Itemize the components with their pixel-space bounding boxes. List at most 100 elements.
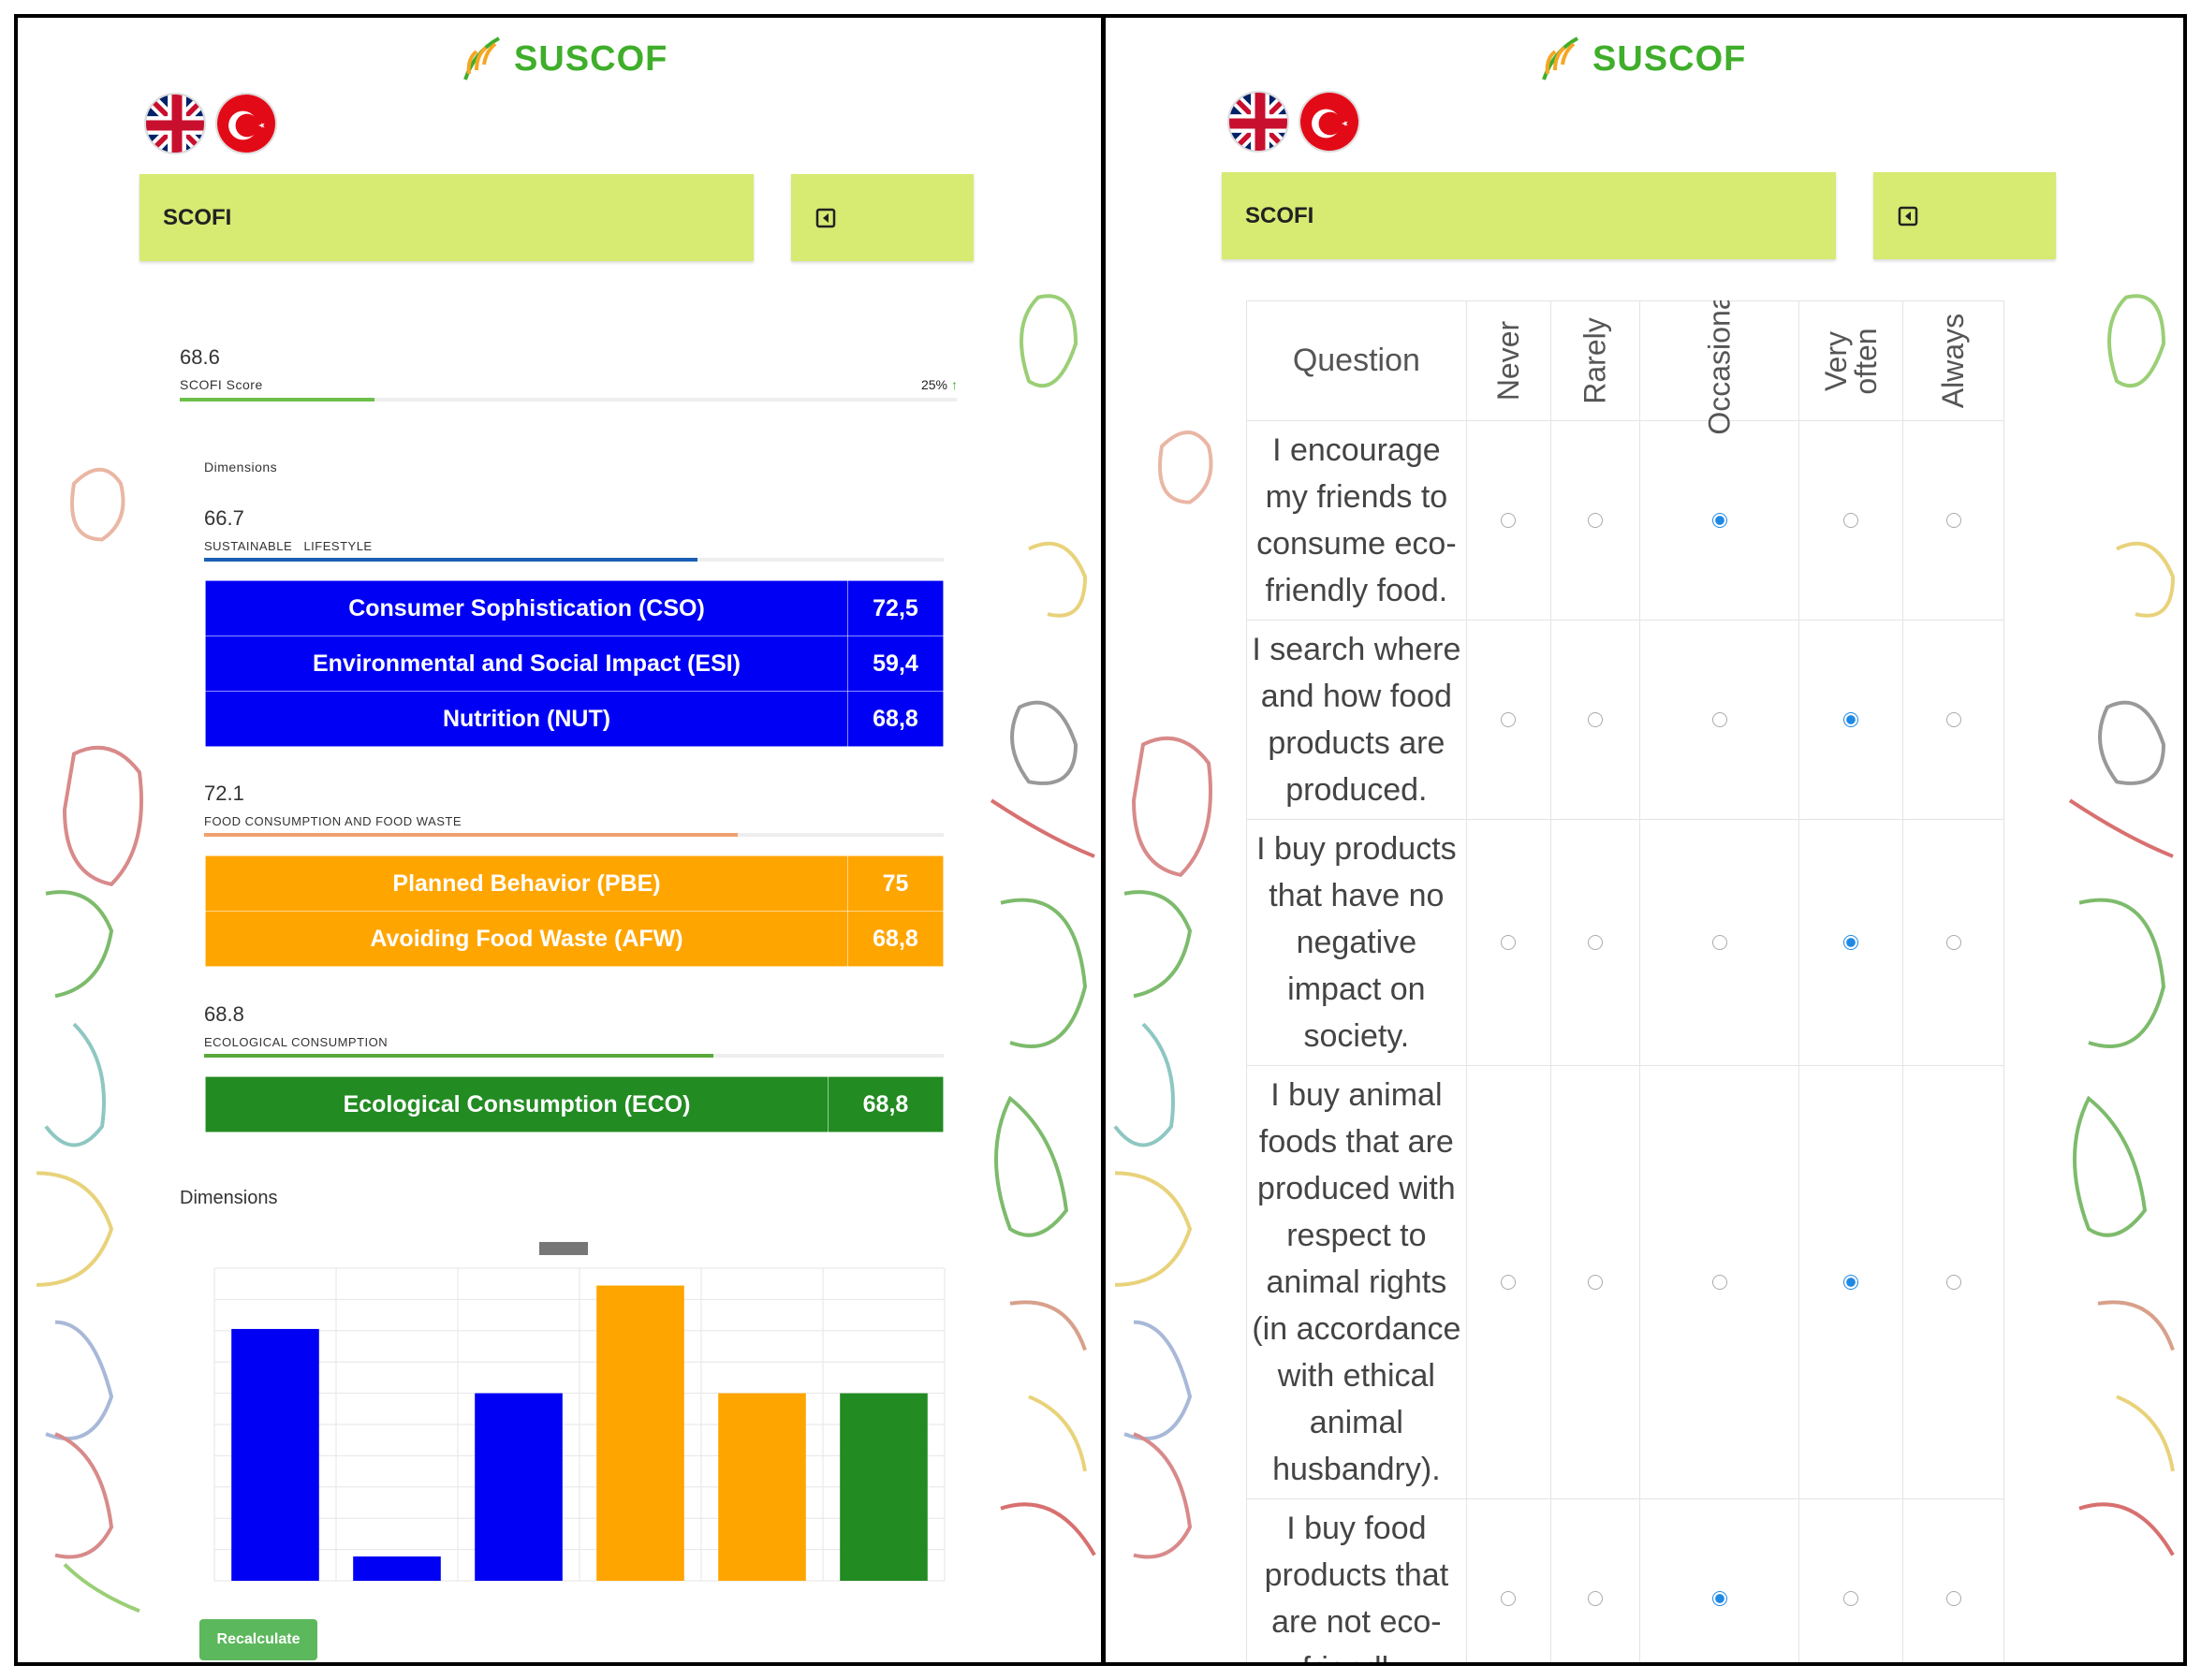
radio-occasional[interactable] bbox=[1711, 935, 1727, 950]
group-score-label: FOOD CONSUMPTION AND FOOD WASTE bbox=[204, 814, 462, 828]
radio-rarely[interactable] bbox=[1588, 1275, 1604, 1290]
vegetable-background-art bbox=[36, 294, 1096, 1614]
dimension-row: Planned Behavior (PBE) 75 bbox=[205, 855, 944, 912]
radio-never[interactable] bbox=[1501, 712, 1517, 727]
radio-rarely[interactable] bbox=[1588, 712, 1604, 727]
dimension-score: 75 bbox=[847, 855, 944, 912]
radio-never[interactable] bbox=[1501, 513, 1517, 528]
group-progress-fill bbox=[204, 558, 697, 562]
radio-very-often[interactable] bbox=[1843, 513, 1859, 528]
dimension-row: Avoiding Food Waste (AFW) 68,8 bbox=[205, 911, 944, 967]
vegetable-background-art bbox=[1113, 294, 2176, 1559]
question-row: I encourage my friends to consume eco-fr… bbox=[1246, 420, 2004, 621]
dimension-name: Environmental and Social Impact (ESI) bbox=[205, 635, 848, 692]
bar-esi bbox=[353, 1556, 441, 1581]
radio-very-often[interactable] bbox=[1843, 1275, 1859, 1290]
group-score-value: 72.1 bbox=[204, 782, 244, 805]
answer-cell bbox=[1902, 819, 2004, 1066]
scofi-title: SCOFI bbox=[1245, 202, 1314, 228]
group-progress bbox=[204, 558, 944, 562]
question-row: I buy products that have no negative imp… bbox=[1246, 819, 2004, 1066]
answer-cell bbox=[1465, 620, 1552, 820]
answer-cell bbox=[1798, 1065, 1904, 1499]
option-header-label: Always bbox=[1936, 313, 1971, 409]
radio-occasional[interactable] bbox=[1711, 1591, 1727, 1606]
radio-never[interactable] bbox=[1501, 1275, 1517, 1290]
uk-flag-icon[interactable] bbox=[144, 93, 206, 154]
radio-very-often[interactable] bbox=[1843, 1591, 1859, 1606]
bar-cso bbox=[231, 1328, 319, 1581]
radio-always[interactable] bbox=[1945, 513, 1961, 528]
dimension-score: 68,8 bbox=[828, 1076, 944, 1132]
answer-cell bbox=[1639, 420, 1800, 621]
radio-rarely[interactable] bbox=[1588, 1591, 1604, 1606]
arrow-up-icon: ↑ bbox=[951, 377, 958, 392]
suscof-logo: SUSCOF bbox=[456, 33, 668, 85]
dimension-name: Planned Behavior (PBE) bbox=[205, 855, 848, 912]
overall-progress bbox=[180, 398, 957, 402]
group-score-label: ECOLOGICAL CONSUMPTION bbox=[204, 1035, 389, 1049]
answer-cell bbox=[1465, 1498, 1552, 1662]
bar-nut bbox=[475, 1393, 563, 1581]
scores-panel: SUSCOF bbox=[18, 18, 1101, 1662]
radio-always[interactable] bbox=[1945, 1275, 1961, 1290]
answer-cell bbox=[1798, 819, 1904, 1066]
radio-occasional[interactable] bbox=[1711, 712, 1727, 727]
radio-very-often[interactable] bbox=[1843, 935, 1859, 950]
option-header-always: Always bbox=[1902, 300, 2004, 421]
language-switcher bbox=[144, 93, 277, 154]
radio-never[interactable] bbox=[1501, 935, 1517, 950]
answer-cell bbox=[1550, 1065, 1641, 1499]
group-progress-fill bbox=[204, 833, 738, 837]
answer-cell bbox=[1639, 1065, 1800, 1499]
questionnaire-panel: SUSCOF bbox=[1106, 18, 2187, 1662]
radio-always[interactable] bbox=[1945, 712, 1961, 727]
answer-cell bbox=[1798, 420, 1904, 621]
radio-rarely[interactable] bbox=[1588, 935, 1604, 950]
question-row: I search where and how food products are… bbox=[1246, 620, 2004, 820]
dimension-table: Consumer Sophistication (CSO) 72,5 Environ… bbox=[205, 580, 944, 747]
dimensions-label: Dimensions bbox=[204, 460, 278, 475]
radio-always[interactable] bbox=[1945, 935, 1961, 950]
dimension-name: Ecological Consumption (ECO) bbox=[205, 1076, 829, 1132]
radio-rarely[interactable] bbox=[1588, 513, 1604, 528]
overall-score-label: SCOFI Score bbox=[180, 377, 263, 392]
scofi-title: SCOFI bbox=[163, 204, 232, 230]
question-text: I search where and how food products are… bbox=[1246, 620, 1467, 820]
screenshot-frame: SUSCOF bbox=[14, 14, 2187, 1666]
brand-name: SUSCOF bbox=[514, 38, 668, 79]
back-button[interactable] bbox=[791, 174, 974, 261]
back-button[interactable] bbox=[1873, 172, 2056, 259]
radio-occasional[interactable] bbox=[1711, 1275, 1727, 1290]
answer-cell bbox=[1639, 1498, 1800, 1662]
panel-divider bbox=[1101, 18, 1106, 1662]
turkey-flag-icon[interactable] bbox=[215, 93, 277, 154]
questionnaire-table: Question Never Rarely Occasional Very often… bbox=[1246, 300, 2004, 1662]
questionnaire-container: Question Never Rarely Occasional Very often… bbox=[1246, 300, 2004, 1662]
question-text: I encourage my friends to consume eco-fr… bbox=[1246, 420, 1467, 621]
question-row: I buy food products that are not eco-fri… bbox=[1246, 1498, 2004, 1662]
radio-very-often[interactable] bbox=[1843, 712, 1859, 727]
answer-cell bbox=[1902, 1065, 2004, 1499]
dimension-score: 72,5 bbox=[847, 580, 944, 636]
answer-cell bbox=[1550, 420, 1641, 621]
scores-card: 68.6 SCOFI Score 25% ↑ Dimensions 66.7 SU… bbox=[160, 299, 965, 1660]
dimension-row: Ecological Consumption (ECO) 68,8 bbox=[205, 1076, 944, 1132]
uk-flag-icon[interactable] bbox=[1227, 91, 1289, 153]
radio-never[interactable] bbox=[1501, 1591, 1517, 1606]
option-header-label: Rarely bbox=[1577, 317, 1612, 404]
dimension-table: Ecological Consumption (ECO) 68,8 bbox=[205, 1076, 944, 1132]
radio-occasional[interactable] bbox=[1711, 513, 1727, 528]
scofi-title-bar: SCOFI bbox=[139, 174, 754, 261]
group-progress-fill bbox=[204, 1054, 713, 1058]
dimension-name: Avoiding Food Waste (AFW) bbox=[205, 911, 848, 967]
dimension-score: 68,8 bbox=[847, 691, 944, 747]
option-header-occasional: Occasional bbox=[1639, 300, 1800, 435]
answer-cell bbox=[1798, 620, 1904, 820]
scofi-title-bar: SCOFI bbox=[1222, 172, 1836, 259]
turkey-flag-icon[interactable] bbox=[1299, 91, 1360, 153]
radio-always[interactable] bbox=[1945, 1591, 1961, 1606]
recalculate-button[interactable]: Recalculate bbox=[199, 1619, 317, 1660]
question-row: I buy animal foods that are produced wit… bbox=[1246, 1065, 2004, 1499]
bar-afw bbox=[718, 1393, 806, 1581]
